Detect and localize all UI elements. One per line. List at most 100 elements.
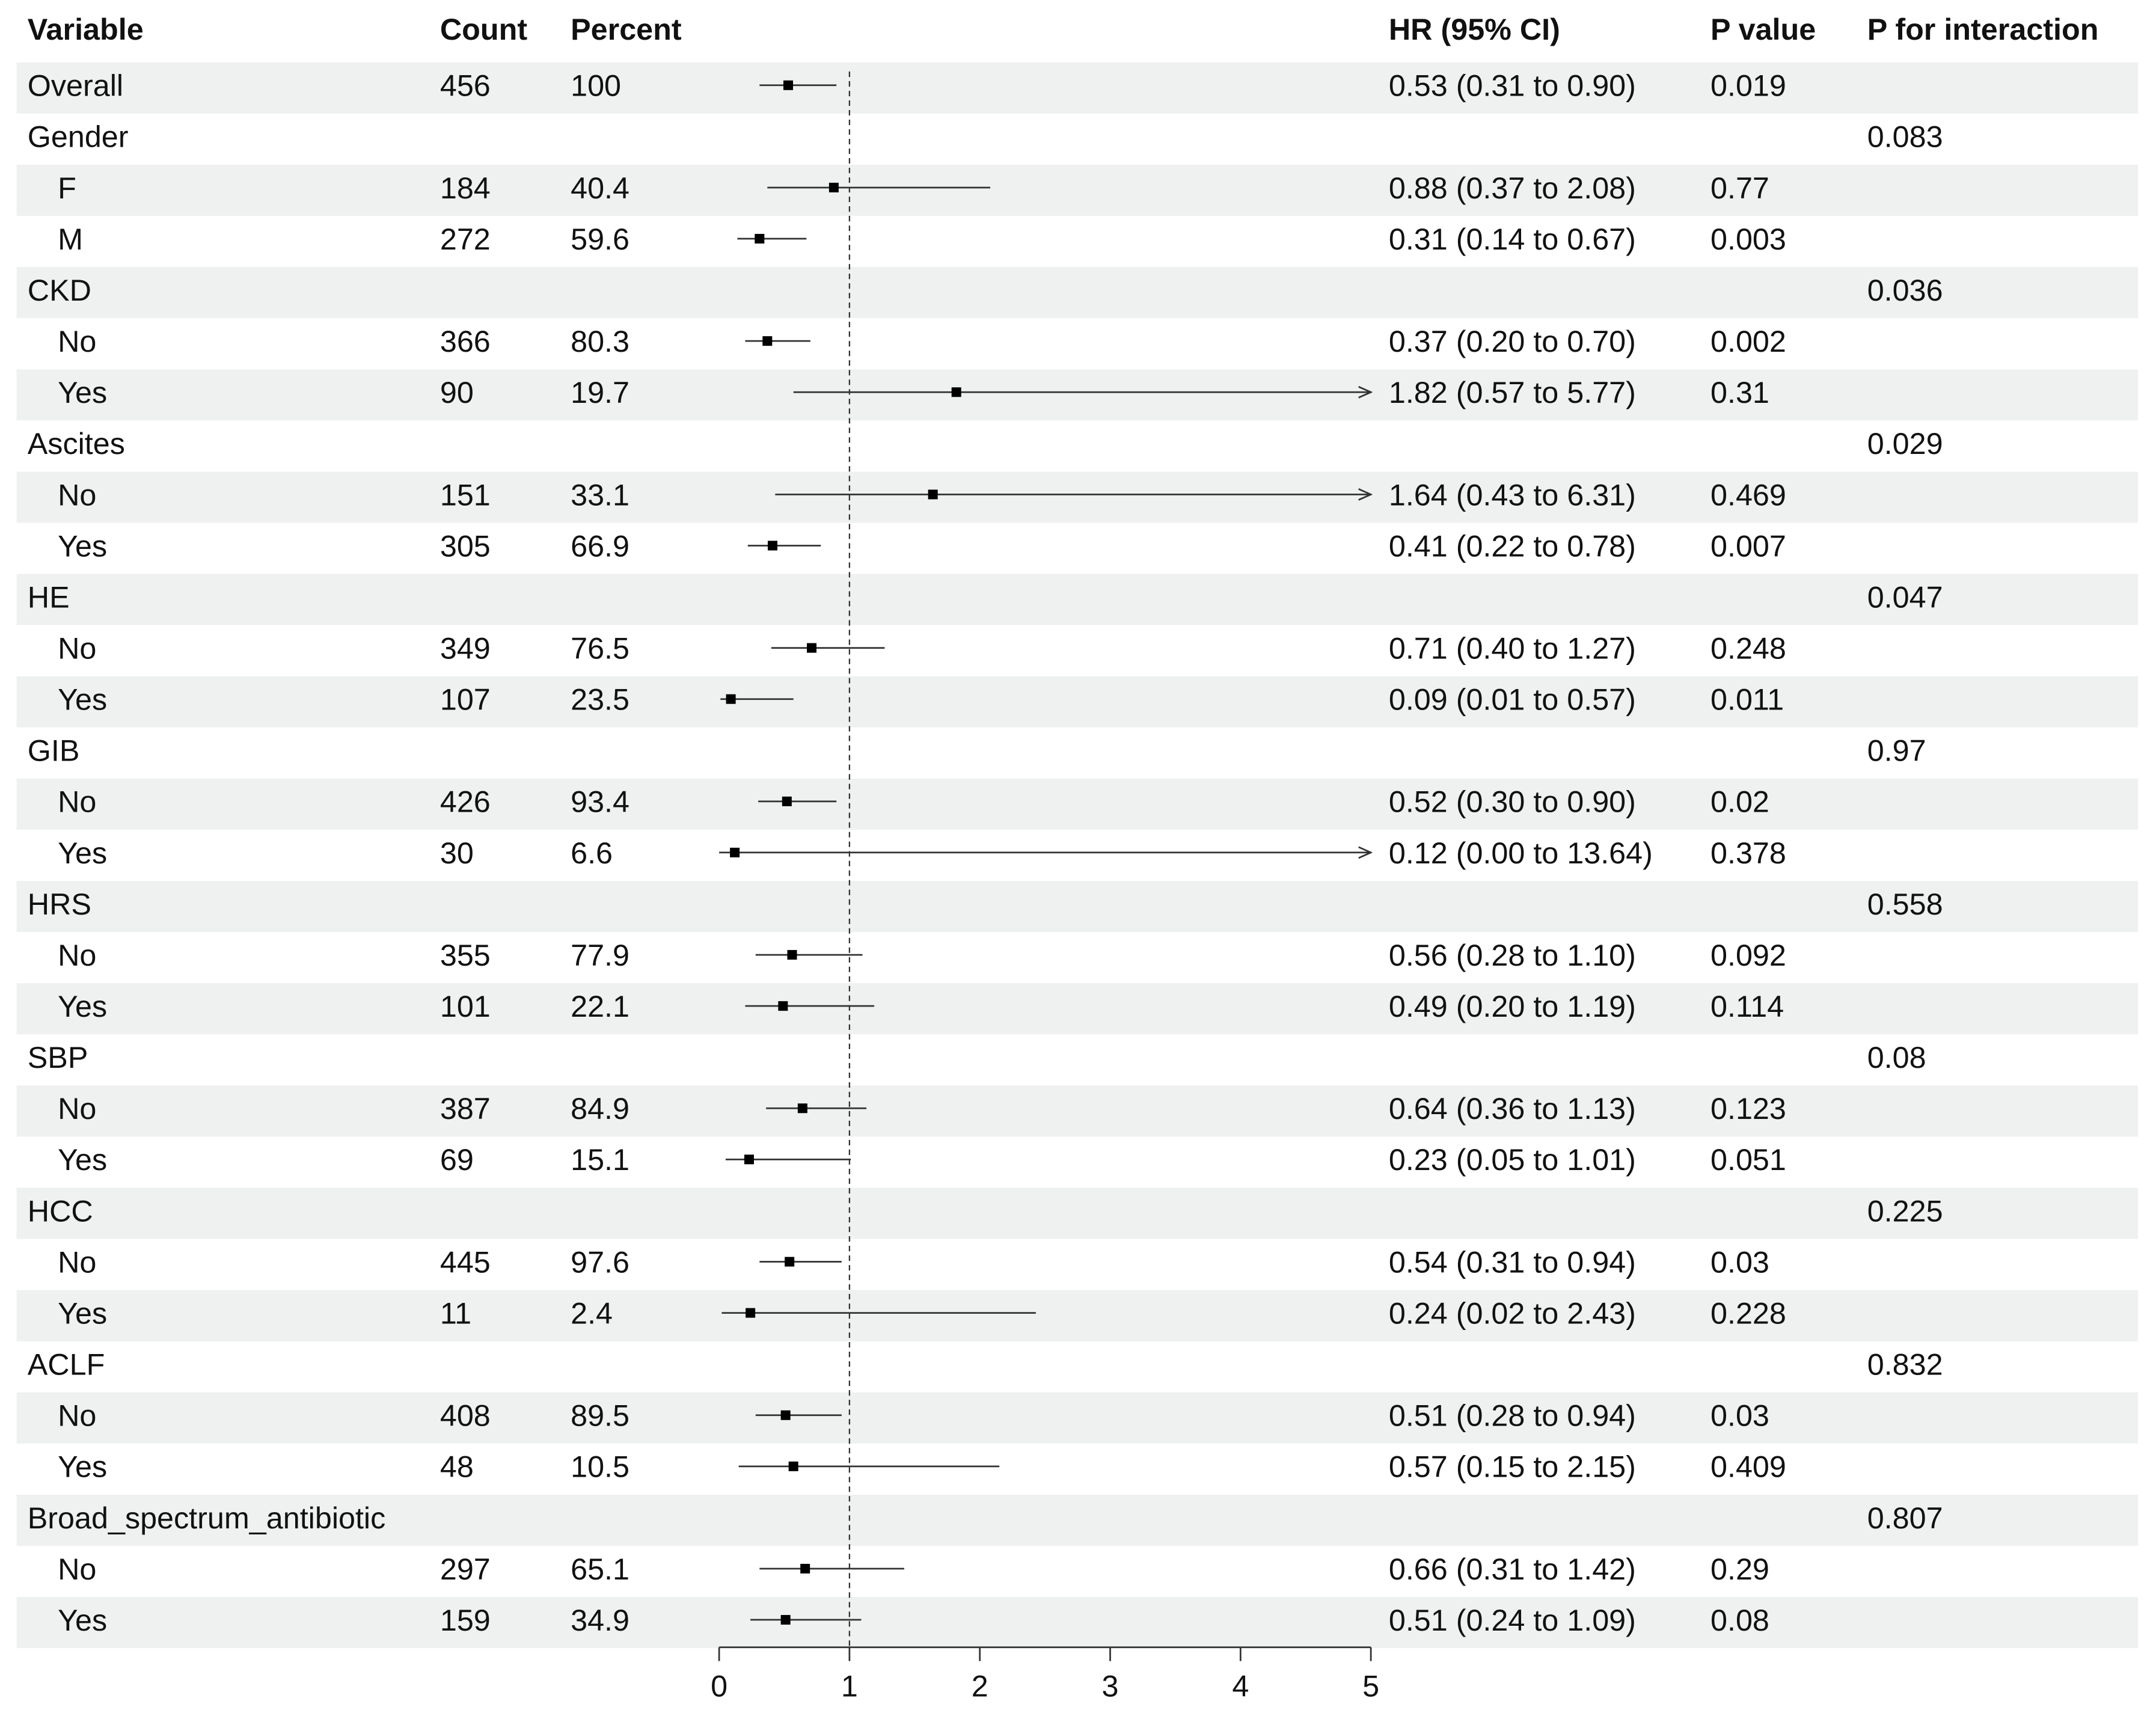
count: 151 — [440, 477, 491, 512]
p-value: 0.378 — [1710, 836, 1786, 870]
column-header: P value — [1710, 12, 1816, 46]
hr-point — [767, 541, 777, 551]
row-stripe — [16, 164, 2139, 216]
p-value: 0.77 — [1710, 171, 1769, 205]
percent: 84.9 — [571, 1091, 629, 1126]
percent: 10.5 — [571, 1450, 629, 1484]
hr-ci: 1.82 (0.57 to 5.77) — [1389, 375, 1636, 409]
row-label: Yes — [58, 1603, 107, 1637]
row-stripe — [16, 1187, 2139, 1239]
row-label: Yes — [58, 1450, 107, 1484]
row-label: No — [58, 1399, 96, 1433]
percent: 93.4 — [571, 785, 629, 819]
count: 159 — [440, 1603, 491, 1637]
percent: 97.6 — [571, 1245, 629, 1279]
p-interaction: 0.08 — [1867, 1040, 1926, 1074]
row-label: Yes — [58, 989, 107, 1023]
p-value: 0.31 — [1710, 375, 1769, 409]
p-value: 0.007 — [1710, 529, 1786, 563]
hr-point — [746, 1308, 756, 1318]
count: 387 — [440, 1091, 491, 1126]
row-label: No — [58, 1552, 96, 1586]
row-label: Broad_spectrum_antibiotic — [28, 1501, 386, 1535]
hr-point — [782, 796, 792, 806]
hr-point — [762, 336, 773, 346]
row-label: Yes — [58, 529, 107, 563]
p-interaction: 0.047 — [1867, 580, 1943, 614]
count: 426 — [440, 785, 491, 819]
percent: 34.9 — [571, 1603, 629, 1637]
p-value: 0.03 — [1710, 1399, 1769, 1433]
row-stripe — [16, 1290, 2139, 1341]
p-value: 0.002 — [1710, 324, 1786, 358]
count: 366 — [440, 324, 491, 358]
x-tick-label: 2 — [972, 1669, 988, 1703]
p-value: 0.409 — [1710, 1450, 1786, 1484]
p-interaction: 0.225 — [1867, 1193, 1943, 1228]
row-stripe — [16, 1392, 2139, 1444]
p-value: 0.114 — [1710, 989, 1784, 1023]
row-stripe — [16, 574, 2139, 625]
count: 101 — [440, 989, 491, 1023]
hr-ci: 0.53 (0.31 to 0.90) — [1389, 69, 1636, 103]
hr-ci: 0.52 (0.30 to 0.90) — [1389, 785, 1636, 819]
hr-point — [780, 1615, 791, 1625]
row-label: Ascites — [28, 426, 125, 461]
count: 184 — [440, 171, 491, 205]
hr-point — [800, 1563, 810, 1573]
hr-ci: 0.12 (0.00 to 13.64) — [1389, 836, 1653, 870]
p-value: 0.019 — [1710, 69, 1786, 103]
count: 456 — [440, 69, 491, 103]
hr-point — [928, 489, 938, 500]
percent: 80.3 — [571, 324, 629, 358]
column-header: Percent — [571, 12, 682, 46]
p-value: 0.03 — [1710, 1245, 1769, 1279]
percent: 22.1 — [571, 989, 629, 1023]
row-label: HE — [28, 580, 70, 614]
row-stripe — [16, 267, 2139, 319]
row-stripe — [16, 369, 2139, 421]
count: 445 — [440, 1245, 491, 1279]
p-interaction: 0.97 — [1867, 734, 1926, 768]
percent: 100 — [571, 69, 621, 103]
row-label: CKD — [28, 273, 91, 307]
p-value: 0.469 — [1710, 477, 1786, 512]
row-label: No — [58, 324, 96, 358]
hr-ci: 1.64 (0.43 to 6.31) — [1389, 477, 1636, 512]
row-label: M — [58, 222, 83, 256]
row-label: Yes — [58, 836, 107, 870]
row-label: GIB — [28, 734, 80, 768]
hr-point — [783, 80, 794, 90]
row-label: No — [58, 938, 96, 972]
row-label: ACLF — [28, 1347, 105, 1382]
row-stripe — [16, 881, 2139, 933]
hr-ci: 0.66 (0.31 to 1.42) — [1389, 1552, 1636, 1586]
hr-point — [730, 847, 740, 857]
hr-ci: 0.24 (0.02 to 2.43) — [1389, 1296, 1636, 1330]
row-label: F — [58, 171, 76, 205]
p-interaction: 0.036 — [1867, 273, 1943, 307]
row-label: HRS — [28, 887, 91, 921]
hr-ci: 0.37 (0.20 to 0.70) — [1389, 324, 1636, 358]
p-interaction: 0.029 — [1867, 426, 1943, 461]
p-value: 0.003 — [1710, 222, 1786, 256]
row-label: Yes — [58, 1296, 107, 1330]
count: 48 — [440, 1450, 474, 1484]
hr-point — [807, 643, 817, 653]
count: 408 — [440, 1399, 491, 1433]
count: 305 — [440, 529, 491, 563]
count: 272 — [440, 222, 491, 256]
row-label: No — [58, 785, 96, 819]
row-stripe — [16, 62, 2139, 114]
row-label: Gender — [28, 120, 129, 154]
row-label: Yes — [58, 375, 107, 409]
percent: 40.4 — [571, 171, 629, 205]
hr-point — [780, 1410, 791, 1420]
hr-point — [726, 694, 736, 704]
row-label: No — [58, 631, 96, 665]
hr-ci: 0.71 (0.40 to 1.27) — [1389, 631, 1636, 665]
count: 90 — [440, 375, 474, 409]
hr-point — [951, 387, 961, 397]
row-label: No — [58, 1091, 96, 1126]
hr-ci: 0.51 (0.24 to 1.09) — [1389, 1603, 1636, 1637]
